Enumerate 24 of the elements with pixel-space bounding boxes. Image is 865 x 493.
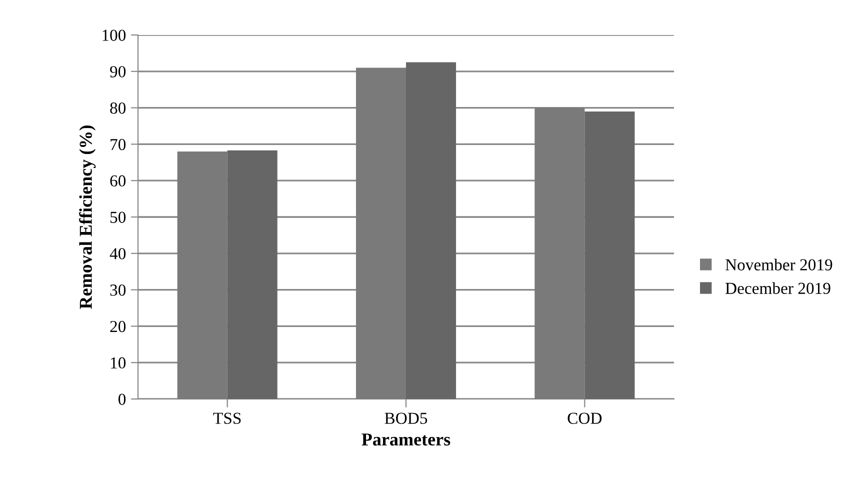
y-tick-label: 10 — [110, 357, 126, 369]
y-tick-label: 0 — [118, 394, 126, 405]
x-tick-label: TSS — [213, 412, 241, 424]
x-tick-label: BOD5 — [384, 412, 428, 424]
y-tick-label: 80 — [110, 102, 126, 114]
y-tick-label: 40 — [110, 248, 126, 260]
y-tick-label: 50 — [110, 212, 126, 223]
y-tick-label: 20 — [110, 320, 126, 332]
bar — [177, 151, 228, 399]
x-axis-title: Parameters — [362, 434, 450, 446]
y-tick-label: 70 — [110, 138, 126, 150]
y-tick-label: 90 — [110, 66, 126, 78]
y-tick-label: 100 — [102, 30, 126, 41]
bar — [406, 62, 456, 399]
y-tick-label: 30 — [110, 284, 126, 296]
y-axis-title: Removal Efficiency (%) — [79, 126, 96, 309]
x-tick-label: COD — [568, 412, 602, 424]
bar — [356, 68, 406, 399]
legend-label: November 2019 — [725, 258, 832, 270]
bar — [584, 111, 635, 399]
y-tick-label: 60 — [110, 175, 126, 187]
bar — [227, 150, 278, 399]
bar — [534, 108, 585, 399]
legend-label: December 2019 — [725, 282, 830, 294]
